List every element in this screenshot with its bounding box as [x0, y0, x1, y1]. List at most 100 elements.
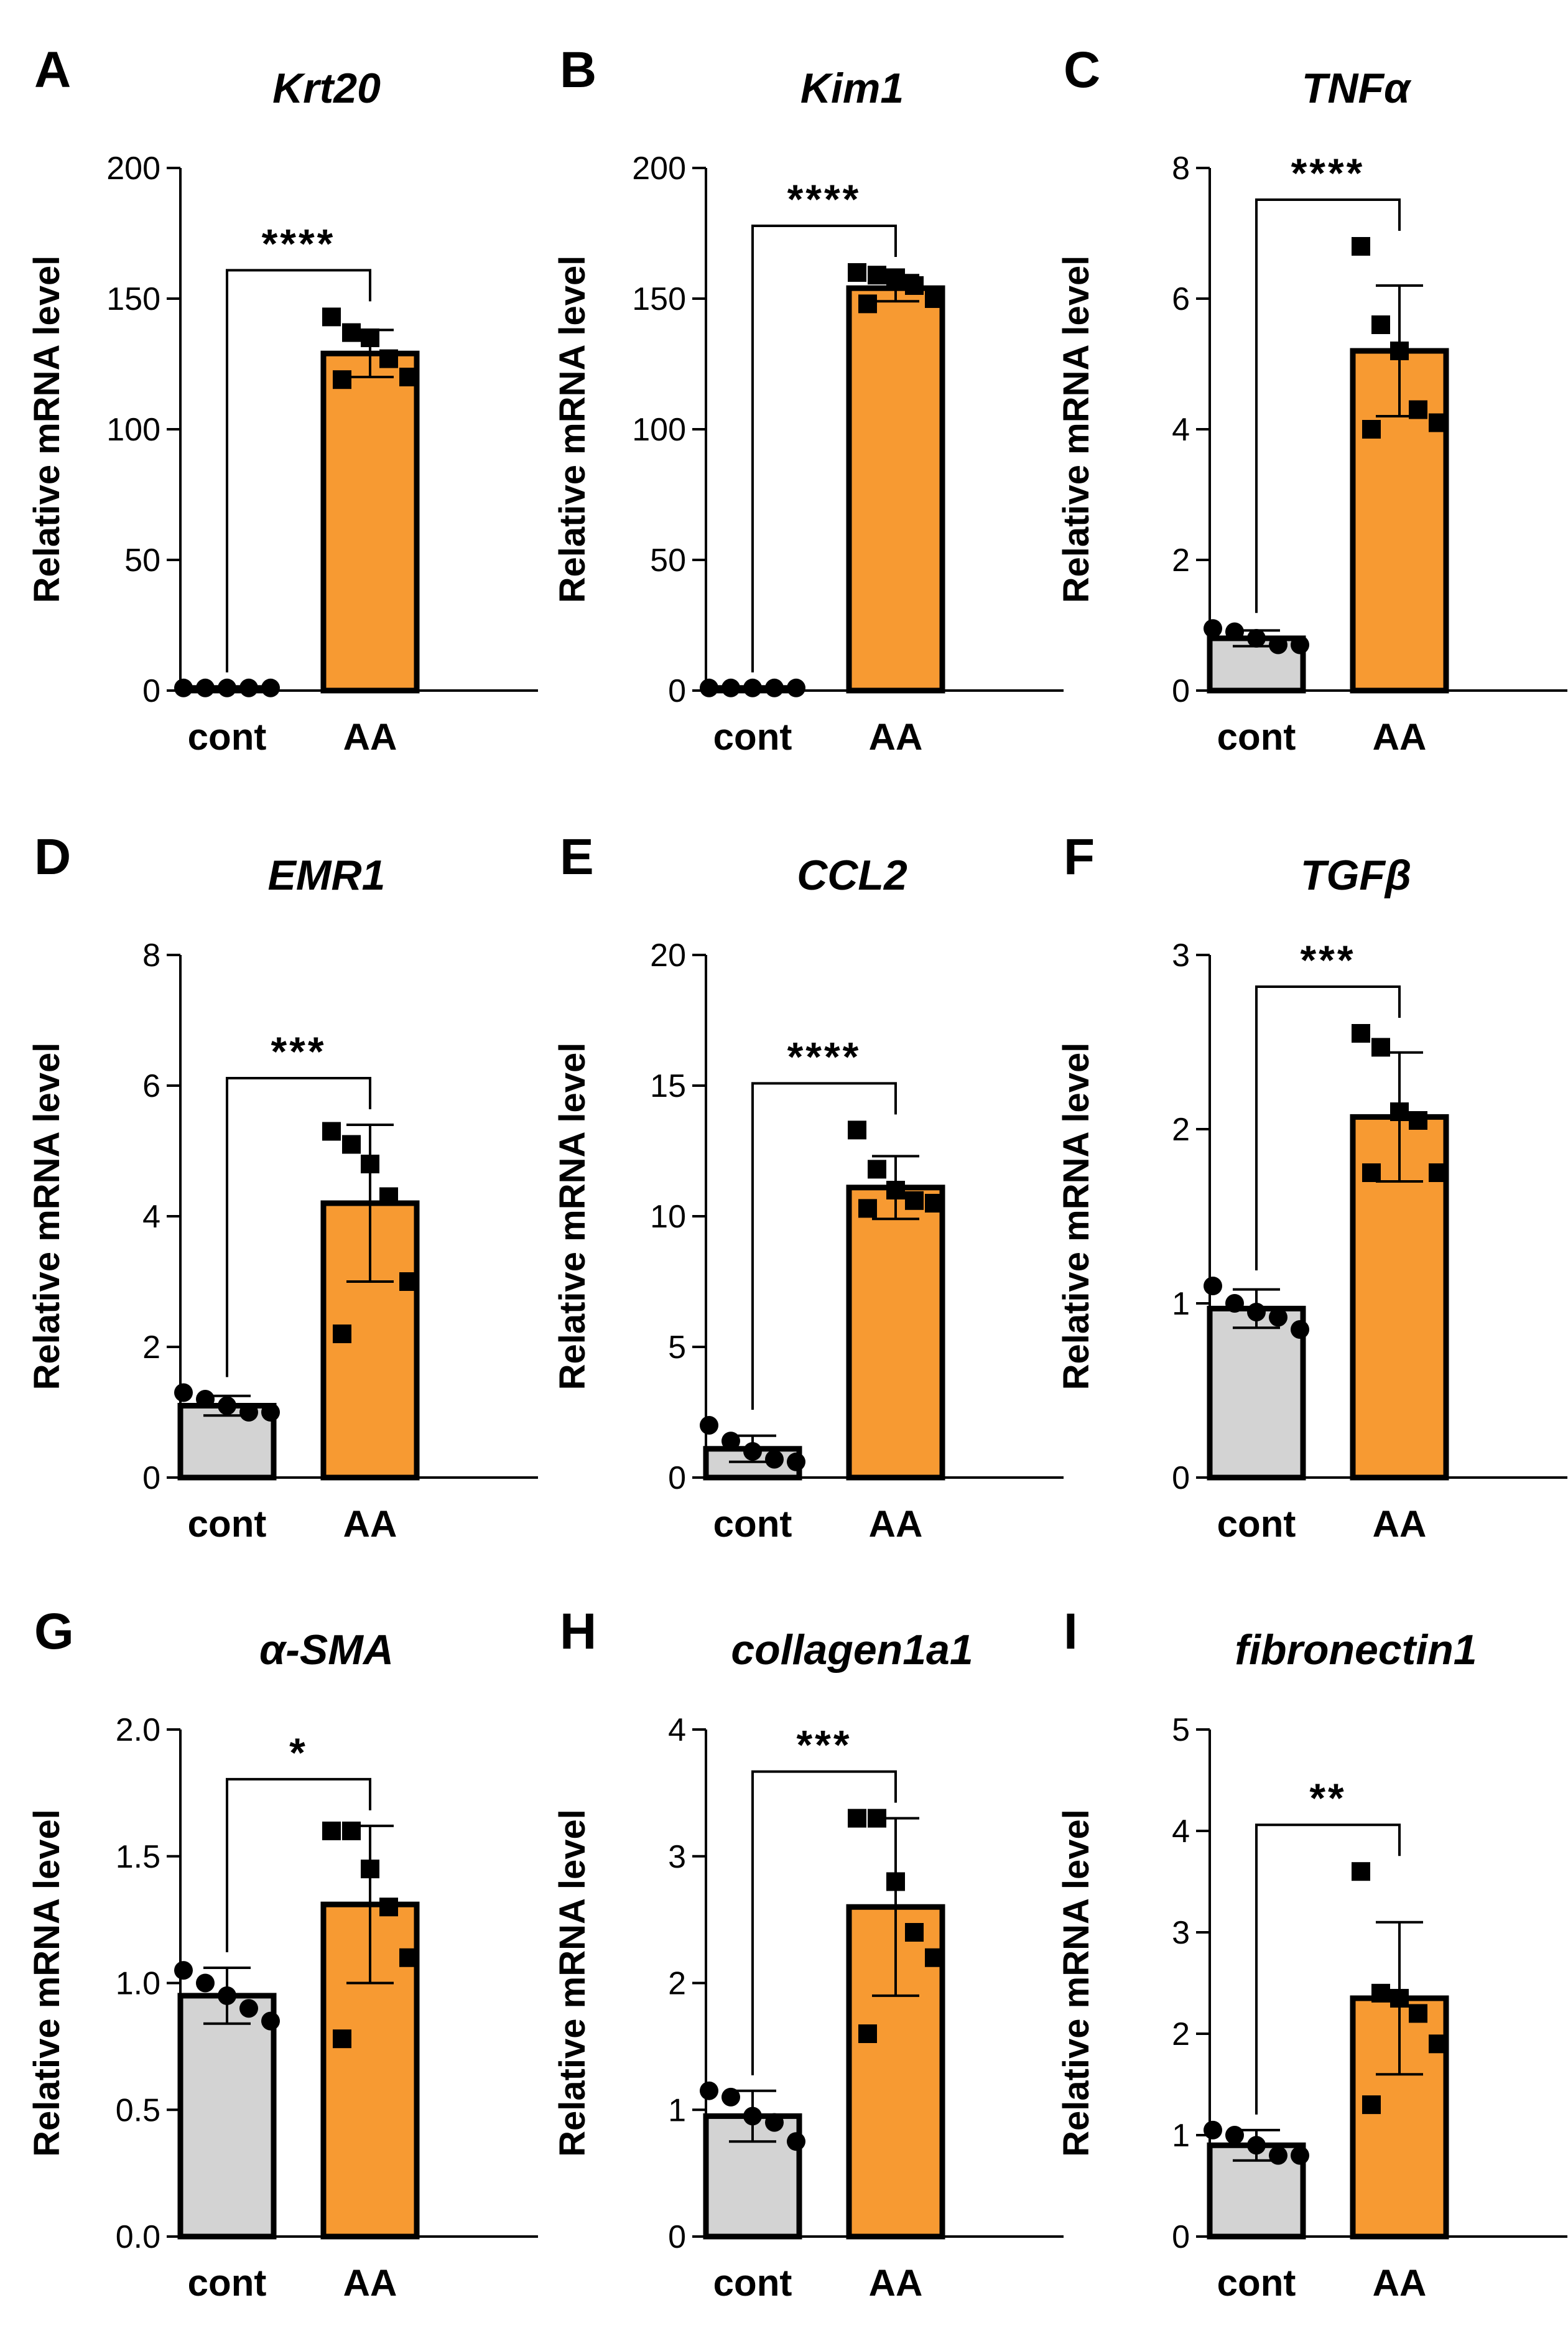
data-point-aa: [905, 1923, 924, 1942]
y-tick-label: 3: [1172, 1915, 1190, 1951]
significance-bracket: [226, 1077, 371, 1377]
data-point-aa: [361, 328, 379, 347]
data-point-aa: [1371, 315, 1390, 334]
y-tick-label: 8: [1172, 151, 1190, 187]
y-tick-label: 50: [124, 542, 160, 579]
y-tick-label: 1: [1172, 2118, 1190, 2154]
data-point-cont: [1247, 1303, 1266, 1321]
data-point-cont: [743, 1442, 762, 1461]
category-label-cont: cont: [713, 2262, 792, 2304]
data-point-aa: [886, 268, 905, 287]
data-point-cont: [721, 678, 740, 697]
y-tick-label: 0.0: [116, 2219, 160, 2255]
y-tick-label: 15: [650, 1068, 686, 1104]
category-label-aa: AA: [1373, 716, 1427, 758]
panel-letter: C: [1064, 42, 1100, 98]
bar-cont: [1207, 1305, 1306, 1481]
data-point-aa: [379, 1187, 398, 1206]
y-tick-label: 0: [142, 673, 160, 709]
category-label-cont: cont: [188, 2262, 267, 2304]
data-point-aa: [858, 2024, 877, 2043]
data-point-aa: [1390, 1988, 1409, 2008]
y-axis-label: Relative mRNA level: [1056, 256, 1097, 603]
y-tick-label: 2: [1172, 2016, 1190, 2052]
panel-title: CCL2: [797, 852, 907, 899]
bar-aa: [846, 285, 945, 694]
category-label-cont: cont: [188, 1503, 267, 1545]
significance-bracket: [226, 269, 371, 673]
data-point-cont: [218, 1396, 236, 1415]
data-point-cont: [721, 2087, 740, 2107]
panel-title: fibronectin1: [1235, 1626, 1477, 1674]
category-label-cont: cont: [1217, 2262, 1296, 2304]
data-point-cont: [1291, 635, 1309, 654]
data-point-cont: [1291, 1320, 1309, 1339]
data-point-aa: [1409, 2004, 1427, 2023]
y-tick-label: 1.5: [116, 1839, 160, 1875]
data-point-aa: [379, 349, 398, 368]
significance-bracket: [751, 1082, 897, 1410]
y-tick-label: 150: [632, 281, 686, 317]
data-point-cont: [218, 1986, 236, 2005]
data-point-aa: [905, 276, 924, 295]
panel-title: collagen1a1: [731, 1626, 973, 1674]
data-point-cont: [261, 678, 280, 697]
significance-bracket: [751, 225, 897, 673]
data-point-aa: [925, 1948, 944, 1967]
category-label-aa: AA: [869, 716, 923, 758]
panel-c: C TNFα Relative mRNA level 0 2 4 6 8 cont AA ****: [1056, 42, 1567, 758]
category-label-cont: cont: [713, 1503, 792, 1545]
data-point-aa: [342, 1822, 361, 1840]
data-point-cont: [239, 1999, 258, 2018]
panel-letter: G: [34, 1603, 74, 1660]
data-point-cont: [1269, 2146, 1287, 2165]
data-point-aa: [399, 1272, 418, 1291]
data-point-aa: [1371, 1038, 1390, 1057]
data-point-aa: [361, 1155, 379, 1173]
data-point-cont: [239, 1403, 258, 1422]
y-tick-label: 2: [1172, 1112, 1190, 1148]
panel-title: α-SMA: [259, 1626, 394, 1674]
y-axis-label: Relative mRNA level: [552, 256, 593, 603]
data-point-aa: [1429, 2034, 1447, 2054]
data-point-cont: [239, 678, 258, 697]
data-point-cont: [196, 1973, 215, 1993]
panel-f: F TGFβ Relative mRNA level 0 1 2 3 cont AA ***: [1056, 829, 1567, 1545]
significance-label: ****: [787, 176, 861, 222]
y-axis-label: Relative mRNA level: [27, 256, 67, 603]
data-point-aa: [333, 2029, 351, 2049]
data-point-cont: [174, 1383, 193, 1402]
y-tick-label: 20: [650, 938, 686, 974]
significance-bracket: [751, 1770, 897, 2075]
significance-label: ***: [271, 1028, 326, 1074]
data-point-aa: [1362, 420, 1381, 439]
data-point-aa: [333, 1325, 351, 1343]
y-tick-label: 1: [668, 2092, 686, 2128]
panel-letter: E: [560, 829, 594, 885]
data-point-aa: [848, 1809, 866, 1828]
y-tick-label: 1: [1172, 1286, 1190, 1322]
y-tick-label: 100: [106, 412, 160, 448]
y-tick-label: 2: [668, 1966, 686, 2002]
y-tick-label: 2: [142, 1329, 160, 1366]
data-point-aa: [1390, 342, 1409, 360]
data-point-aa: [868, 1160, 886, 1179]
data-point-aa: [342, 1135, 361, 1154]
data-point-cont: [721, 1432, 740, 1451]
y-tick-label: 0: [668, 673, 686, 709]
data-point-cont: [787, 2132, 805, 2151]
data-point-aa: [1390, 1102, 1409, 1121]
y-tick-label: 0.5: [116, 2092, 160, 2128]
category-label-aa: AA: [1373, 1503, 1427, 1545]
significance-label: ****: [787, 1033, 861, 1079]
bar-aa: [846, 1185, 945, 1481]
data-point-cont: [1225, 622, 1244, 641]
data-point-cont: [1204, 2120, 1222, 2139]
data-point-aa: [379, 1897, 398, 1917]
y-tick-label: 2: [1172, 542, 1190, 579]
data-point-aa: [1409, 1111, 1427, 1130]
category-label-cont: cont: [713, 716, 792, 758]
data-point-cont: [1225, 1294, 1244, 1313]
data-point-aa: [333, 370, 351, 389]
